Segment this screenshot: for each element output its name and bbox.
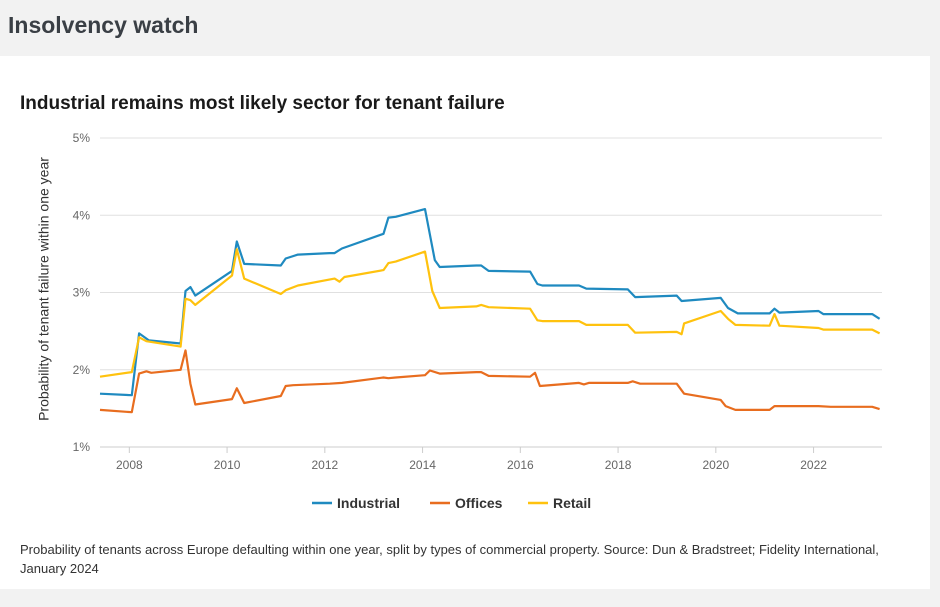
x-tick-label: 2022 xyxy=(800,458,827,472)
series-line-retail xyxy=(99,248,881,378)
y-tick-label: 2% xyxy=(73,363,91,377)
chart-card: Industrial remains most likely sector fo… xyxy=(0,56,930,589)
legend-label-offices: Offices xyxy=(455,495,503,511)
y-tick-label: 1% xyxy=(73,440,91,454)
x-tick-label: 2010 xyxy=(214,458,241,472)
legend-label-retail: Retail xyxy=(553,495,591,511)
series-line-industrial xyxy=(99,208,881,397)
x-tick-label: 2014 xyxy=(409,458,436,472)
series-line-offices xyxy=(99,349,880,414)
y-tick-label: 4% xyxy=(73,208,91,222)
chart-caption: Probability of tenants across Europe def… xyxy=(20,542,879,576)
y-tick-label: 3% xyxy=(73,286,91,300)
x-tick-label: 2016 xyxy=(507,458,534,472)
legend-label-industrial: Industrial xyxy=(337,495,400,511)
x-tick-label: 2018 xyxy=(605,458,632,472)
chart-title: Industrial remains most likely sector fo… xyxy=(20,93,505,114)
x-tick-label: 2008 xyxy=(116,458,143,472)
y-tick-label: 5% xyxy=(73,131,91,145)
x-tick-label: 2020 xyxy=(702,458,729,472)
x-tick-label: 2012 xyxy=(311,458,338,472)
page-heading: Insolvency watch xyxy=(8,12,199,38)
line-chart: 1% 2% 3% 4% 5% 2008 2010 2012 2014 2016 2018 2020 20… xyxy=(73,131,882,511)
